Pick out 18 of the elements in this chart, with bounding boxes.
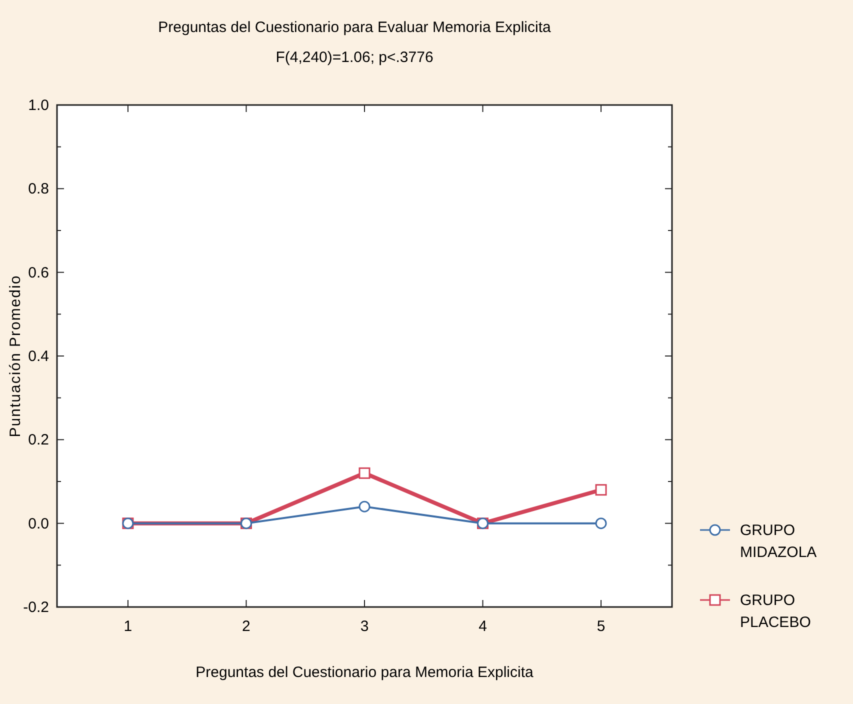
- y-tick-label: 0.8: [28, 180, 49, 198]
- y-tick-label: 1.0: [28, 97, 49, 114]
- legend-label: GRUPO MIDAZOLA: [740, 522, 817, 561]
- y-axis-title: Puntuación Promedio: [7, 274, 24, 438]
- x-tick-label: 2: [242, 618, 250, 635]
- y-tick-label: 0.6: [28, 264, 49, 282]
- x-tick-label: 4: [478, 618, 487, 635]
- x-tick-label: 5: [596, 618, 606, 635]
- y-tick-label: 0.4: [28, 348, 49, 365]
- x-tick-label: 3: [360, 618, 369, 635]
- x-tick-label: 1: [124, 618, 132, 635]
- chart-title: Preguntas del Cuestionario para Evaluar Memoria Explicita: [158, 19, 552, 36]
- legend-label: GRUPO PLACEBO: [740, 592, 811, 631]
- chart-subtitle: F(4,240)=1.06; p<.3776: [276, 49, 434, 66]
- x-axis-title: Preguntas del Cuestionario para Memoria Explicita: [196, 664, 534, 681]
- y-tick-label: -0.2: [23, 599, 49, 616]
- y-tick-label: 0.0: [28, 515, 49, 532]
- y-tick-label: 0.2: [28, 432, 49, 449]
